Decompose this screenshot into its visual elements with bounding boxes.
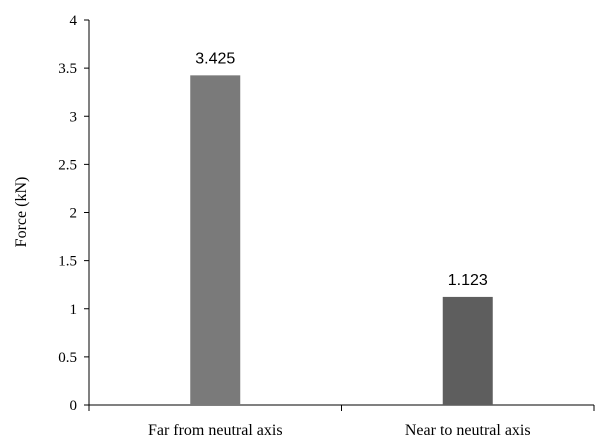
bar: [190, 75, 241, 405]
y-tick-label: 0: [70, 398, 78, 414]
x-category-label: Near to neutral axis: [405, 422, 531, 439]
y-tick-label: 3: [70, 109, 78, 125]
y-tick-label: 0.5: [58, 350, 77, 366]
bars: [190, 75, 493, 405]
y-tick-label: 2: [70, 206, 78, 222]
y-tick-label: 2.5: [58, 157, 77, 173]
data-labels: 3.425 1.123: [195, 50, 488, 289]
data-label: 3.425: [195, 50, 235, 67]
y-tick-label: 1.5: [58, 254, 77, 270]
y-tick-label: 3.5: [58, 61, 77, 77]
x-ticks: [88, 405, 595, 411]
x-category-label: Far from neutral axis: [148, 422, 283, 439]
data-label: 1.123: [448, 272, 488, 289]
y-tick-label: 1: [70, 302, 78, 318]
category-labels: Far from neutral axis Near to neutral axi…: [148, 422, 531, 439]
y-ticks: 0 0.5 1 1.5 2 2.5 3 3.5 4: [58, 13, 89, 414]
y-tick-label: 4: [70, 13, 78, 29]
y-axis-title: Force (kN): [13, 177, 30, 248]
bar: [442, 296, 493, 405]
